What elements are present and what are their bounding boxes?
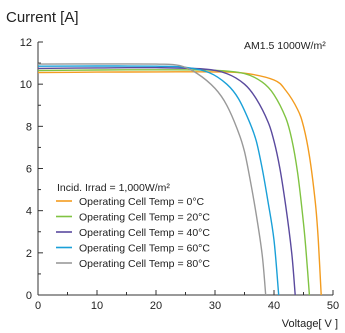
y-tick-label: 4 (26, 206, 32, 218)
legend-title: Incid. Irrad = 1,000W/m² (57, 182, 170, 194)
series-line-4 (37, 63, 267, 296)
legend-label: Operating Cell Temp = 20°C (79, 212, 210, 224)
series-line-1 (37, 69, 311, 296)
axes: 0 2 4 6 8 10 12 0 10 20 30 40 50 (20, 37, 339, 312)
y-tick-label: 6 (26, 164, 32, 176)
y-tick-label: 0 (26, 290, 32, 302)
legend-label: Operating Cell Temp = 40°C (79, 227, 210, 239)
x-tick-label: 10 (91, 300, 103, 312)
series-line-3 (37, 65, 280, 296)
y-tick-label: 8 (26, 121, 32, 133)
series-lines (37, 63, 322, 296)
x-tick-label: 40 (268, 300, 280, 312)
chart-title: Current [A] (6, 9, 79, 26)
x-tick-label: 30 (209, 300, 221, 312)
x-tick-label: 0 (35, 300, 41, 312)
legend: Incid. Irrad = 1,000W/m² Operating Cell … (56, 182, 210, 270)
y-tick-label: 10 (20, 79, 32, 91)
x-tick-label: 50 (327, 300, 339, 312)
legend-label: Operating Cell Temp = 60°C (79, 243, 210, 255)
y-tick-label: 2 (26, 248, 32, 260)
legend-label: Operating Cell Temp = 80°C (79, 258, 210, 270)
legend-label: Operating Cell Temp = 0°C (79, 196, 205, 208)
series-line-0 (37, 71, 322, 296)
x-axis-label: Voltage[ V ] (282, 318, 338, 330)
series-line-2 (37, 66, 296, 296)
irradiance-annotation: AM1.5 1000W/m² (244, 40, 326, 52)
y-tick-label: 12 (20, 37, 32, 49)
x-tick-label: 20 (150, 300, 162, 312)
